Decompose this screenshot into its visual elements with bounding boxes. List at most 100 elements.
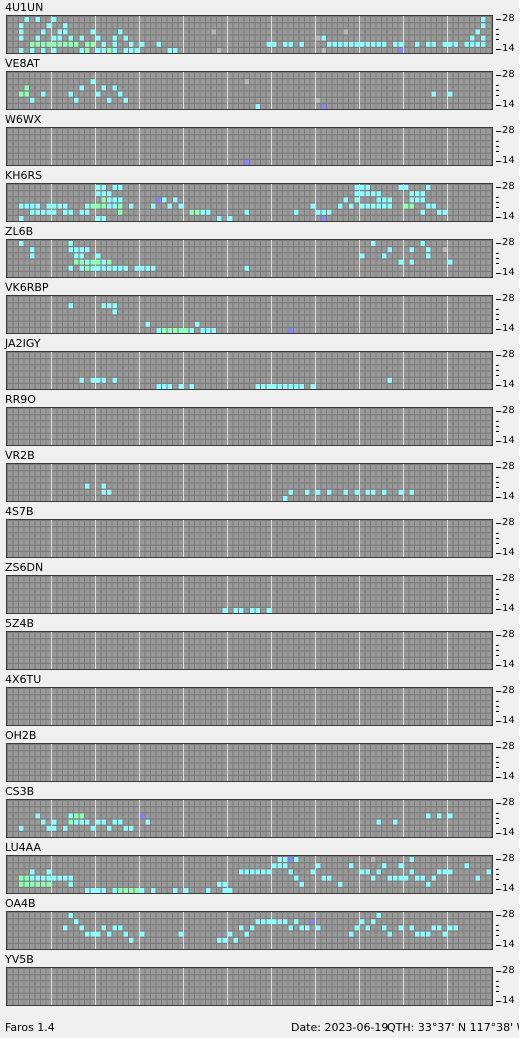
grid-cell — [376, 216, 381, 221]
grid-cell — [24, 421, 29, 427]
grid-cell — [41, 384, 46, 389]
grid-cell — [283, 48, 288, 53]
grid-cell — [442, 73, 447, 78]
grid-cell — [470, 415, 475, 421]
grid-cell — [321, 73, 326, 78]
beacon-spot — [85, 247, 90, 253]
grid-cell — [184, 129, 189, 134]
beacon-spot — [46, 23, 51, 29]
grid-cell — [123, 483, 128, 489]
grid-cell — [178, 421, 183, 427]
grid-cell — [228, 79, 233, 85]
grid-cell — [52, 303, 57, 309]
grid-cell — [107, 415, 112, 421]
grid-cell — [24, 471, 29, 477]
grid-cell — [211, 17, 216, 22]
grid-cell — [30, 241, 35, 246]
grid-cell — [250, 328, 255, 333]
grid-cell — [288, 141, 293, 147]
grid-cell — [349, 353, 354, 358]
grid-cell — [321, 409, 326, 414]
grid-cell — [272, 328, 277, 333]
grid-cell — [30, 23, 35, 29]
grid-cell — [211, 97, 216, 103]
grid-cell — [310, 29, 315, 35]
grid-cell — [266, 241, 271, 246]
grid-cell — [52, 147, 57, 153]
grid-cell — [464, 272, 469, 277]
grid-cell — [151, 315, 156, 321]
grid-cell — [486, 135, 491, 141]
grid-cell — [277, 265, 282, 271]
grid-cell — [409, 384, 414, 389]
grid-cell — [261, 153, 266, 159]
grid-cell — [112, 272, 117, 277]
grid-cell — [123, 160, 128, 165]
grid-cell — [288, 241, 293, 246]
grid-cell — [156, 29, 161, 35]
grid-cell — [46, 303, 51, 309]
band-grid-svg — [8, 520, 491, 557]
grid-cell — [332, 365, 337, 371]
grid-cell — [321, 265, 326, 271]
grid-cell — [404, 147, 409, 153]
grid-cell — [409, 265, 414, 271]
grid-cell — [52, 104, 57, 109]
beacon-spot — [431, 203, 436, 209]
grid-cell — [283, 427, 288, 433]
grid-cell — [195, 85, 200, 91]
grid-cell — [74, 321, 79, 327]
grid-cell — [426, 477, 431, 483]
grid-cell — [305, 17, 310, 22]
beacon-spot — [68, 241, 73, 246]
grid-cell — [239, 48, 244, 53]
grid-cell — [316, 309, 321, 315]
grid-cell — [217, 35, 222, 41]
grid-cell — [415, 253, 420, 259]
grid-cell — [464, 141, 469, 147]
grid-cell — [393, 371, 398, 377]
grid-cell — [250, 259, 255, 265]
grid-cell — [244, 421, 249, 427]
grid-cell — [272, 247, 277, 253]
grid-cell — [299, 353, 304, 358]
grid-cell — [63, 477, 68, 483]
grid-cell — [233, 79, 238, 85]
grid-cell — [354, 48, 359, 53]
grid-cell — [8, 433, 13, 439]
grid-cell — [382, 427, 387, 433]
grid-cell — [255, 440, 260, 445]
grid-cell — [13, 91, 18, 97]
grid-cell — [261, 160, 266, 165]
beacon-spot — [211, 328, 216, 333]
grid-cell — [233, 48, 238, 53]
grid-cell — [107, 185, 112, 190]
grid-cell — [167, 321, 172, 327]
grid-cell — [228, 41, 233, 47]
grid-cell — [156, 48, 161, 53]
grid-cell — [404, 48, 409, 53]
grid-cell — [57, 365, 62, 371]
grid-cell — [178, 48, 183, 53]
grid-cell — [437, 147, 442, 153]
grid-cell — [211, 160, 216, 165]
grid-cell — [101, 73, 106, 78]
grid-cell — [415, 477, 420, 483]
grid-cell — [448, 471, 453, 477]
grid-cell — [13, 153, 18, 159]
grid-cell — [283, 265, 288, 271]
grid-cell — [200, 97, 205, 103]
grid-cell — [250, 147, 255, 153]
grid-cell — [239, 79, 244, 85]
grid-cell — [475, 483, 480, 489]
grid-cell — [118, 321, 123, 327]
grid-cell — [481, 272, 486, 277]
grid-cell — [8, 17, 13, 22]
beacon-spot — [481, 41, 486, 47]
grid-cell — [195, 259, 200, 265]
grid-cell — [200, 353, 205, 358]
grid-cell — [140, 433, 145, 439]
grid-cell — [140, 465, 145, 470]
grid-cell — [46, 160, 51, 165]
grid-cell — [305, 241, 310, 246]
